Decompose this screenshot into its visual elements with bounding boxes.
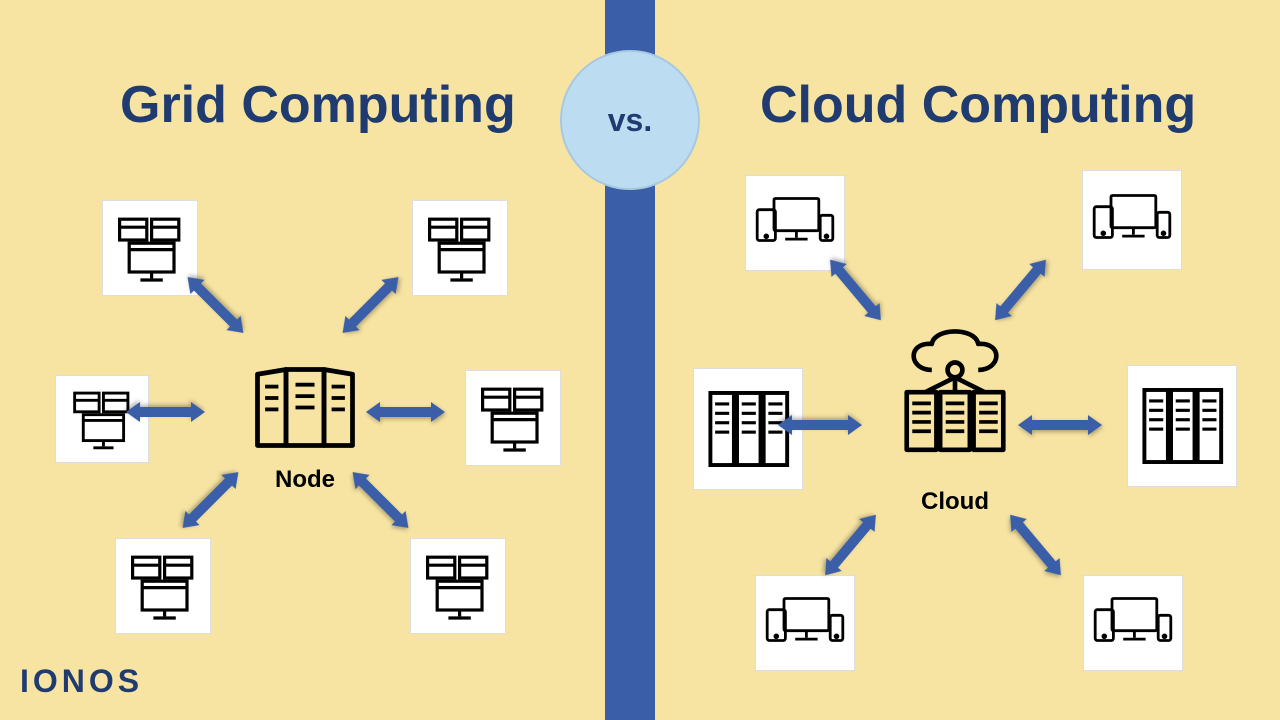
cloud-peripheral-1 (1082, 170, 1182, 270)
cloud-peripheral-4 (755, 575, 855, 671)
ionos-logo: IONOS (20, 663, 143, 700)
bidirectional-arrow (999, 506, 1071, 585)
title-left: Grid Computing (120, 75, 516, 135)
bidirectional-arrow (1018, 411, 1102, 439)
cloud-center (890, 325, 1020, 465)
bidirectional-arrow (172, 462, 248, 538)
cloud-peripheral-3 (1127, 365, 1237, 487)
cloud-peripheral-0 (745, 175, 845, 271)
title-right: Cloud Computing (760, 75, 1196, 135)
vs-text: vs. (608, 102, 652, 139)
bidirectional-arrow (984, 251, 1056, 330)
bidirectional-arrow (778, 411, 862, 439)
node-label: Node (270, 466, 340, 494)
bidirectional-arrow (366, 398, 445, 426)
grid-peripheral-4 (115, 538, 211, 634)
bidirectional-arrow (177, 267, 253, 343)
bidirectional-arrow (819, 251, 891, 330)
bidirectional-arrow (332, 267, 408, 343)
cloud-label: Cloud (920, 488, 990, 516)
grid-peripheral-1 (412, 200, 508, 296)
grid-peripheral-3 (465, 370, 561, 466)
bidirectional-arrow (342, 462, 418, 538)
bidirectional-arrow (814, 506, 886, 585)
grid-center-node (245, 360, 365, 455)
grid-peripheral-5 (410, 538, 506, 634)
bidirectional-arrow (126, 398, 205, 426)
vs-badge: vs. (560, 50, 700, 190)
cloud-peripheral-5 (1083, 575, 1183, 671)
